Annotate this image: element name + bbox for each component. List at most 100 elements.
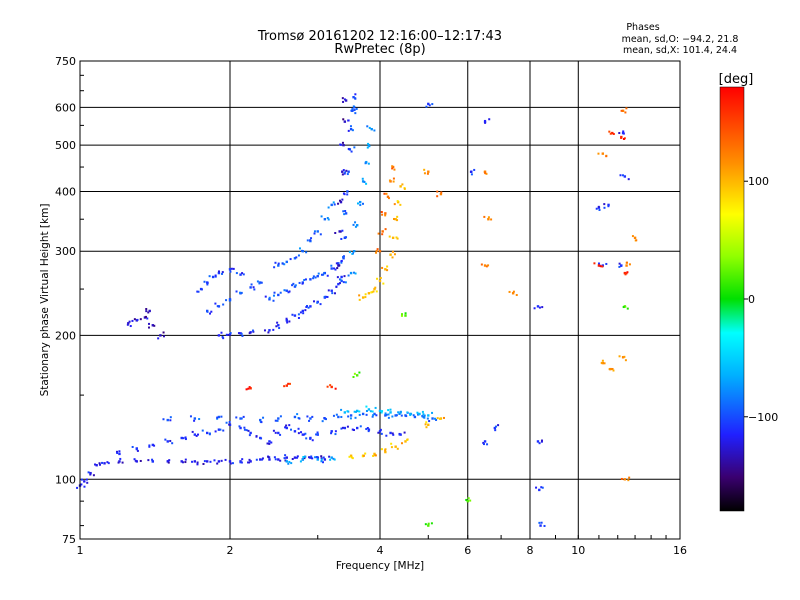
data-point-echo (365, 182, 368, 185)
data-point-echo (255, 458, 258, 461)
data-point-echo (355, 410, 358, 413)
data-point-echo (422, 413, 425, 416)
x-tick-label: 8 (527, 544, 534, 557)
data-point-echo (352, 429, 355, 432)
data-point (349, 414, 353, 417)
data-point (193, 460, 197, 463)
data-point-echo (347, 119, 350, 122)
data-point (367, 143, 371, 147)
data-point-echo (341, 141, 344, 144)
data-point-echo (320, 215, 323, 218)
data-point (399, 185, 402, 188)
data-point-echo (428, 420, 431, 423)
data-point-echo (86, 481, 89, 484)
data-point-echo (291, 458, 294, 461)
data-point-echo (395, 236, 398, 239)
data-point-echo (302, 312, 305, 315)
data-point (601, 361, 605, 365)
data-point-echo (237, 332, 240, 335)
data-point (384, 212, 387, 215)
data-point-echo (272, 328, 275, 331)
data-point-echo (272, 299, 275, 302)
data-point-echo (400, 442, 403, 445)
data-point-echo (333, 203, 336, 206)
data-point-echo (540, 521, 543, 524)
data-point-echo (597, 205, 600, 208)
data-point-echo (89, 473, 92, 476)
data-point (118, 460, 121, 463)
data-point-echo (235, 272, 238, 275)
data-point-echo (358, 371, 361, 374)
data-point (316, 274, 319, 278)
data-point (330, 267, 333, 270)
data-point-echo (119, 457, 122, 460)
data-point-echo (382, 282, 385, 285)
data-point-echo (391, 432, 394, 435)
data-point-echo (304, 455, 307, 458)
data-point-echo (295, 456, 298, 459)
data-point-echo (345, 236, 348, 239)
data-point-echo (597, 152, 600, 155)
data-point-echo (380, 432, 383, 435)
data-point-echo (374, 406, 377, 409)
data-point-echo (297, 254, 300, 257)
data-point-echo (364, 452, 367, 455)
data-point-echo (601, 359, 604, 362)
data-point-echo (379, 428, 382, 431)
data-point-echo (305, 305, 308, 308)
data-point-echo (383, 192, 386, 195)
data-point (180, 436, 183, 440)
y-tick-label: 200 (55, 329, 76, 342)
data-point-echo (342, 256, 345, 259)
data-point-echo (353, 410, 356, 413)
data-point-echo (342, 118, 345, 121)
data-point-echo (625, 261, 628, 264)
data-point-echo (618, 132, 621, 135)
data-point-echo (169, 416, 172, 419)
data-point-echo (303, 433, 306, 436)
data-point-echo (151, 460, 154, 463)
data-point-echo (388, 179, 391, 182)
data-point-echo (427, 522, 430, 525)
data-point (439, 192, 443, 196)
data-point (621, 356, 625, 359)
data-point-echo (317, 272, 320, 275)
data-point-echo (136, 449, 139, 452)
data-point-echo (294, 284, 297, 287)
data-point-echo (214, 430, 217, 433)
data-point-echo (626, 271, 629, 274)
data-point-echo (220, 415, 223, 418)
data-point-echo (349, 125, 352, 128)
data-point-echo (333, 267, 336, 270)
data-point-echo (346, 410, 349, 413)
data-point-echo (406, 411, 409, 414)
data-point (301, 433, 305, 436)
y-tick-label: 500 (55, 139, 76, 152)
data-point-echo (144, 315, 147, 318)
data-point-echo (618, 355, 621, 358)
data-point-echo (364, 293, 367, 296)
data-point-echo (346, 173, 349, 176)
data-point-echo (167, 461, 170, 464)
data-point-echo (239, 291, 242, 294)
data-point-echo (162, 335, 165, 338)
data-point-echo (358, 410, 361, 413)
data-point-echo (273, 456, 276, 459)
data-point-echo (370, 291, 373, 294)
data-point (166, 440, 169, 443)
data-point-echo (304, 432, 307, 435)
data-point-echo (625, 107, 628, 110)
data-point (611, 131, 614, 135)
data-point (316, 458, 319, 461)
data-point-echo (367, 162, 370, 165)
data-point-echo (240, 291, 243, 294)
data-point-echo (628, 263, 631, 266)
data-point-echo (603, 206, 606, 209)
data-point-echo (398, 433, 401, 436)
data-point-echo (314, 456, 317, 459)
data-point-echo (133, 458, 136, 461)
data-point (342, 143, 345, 147)
data-point-echo (240, 332, 243, 335)
data-point (413, 415, 417, 419)
